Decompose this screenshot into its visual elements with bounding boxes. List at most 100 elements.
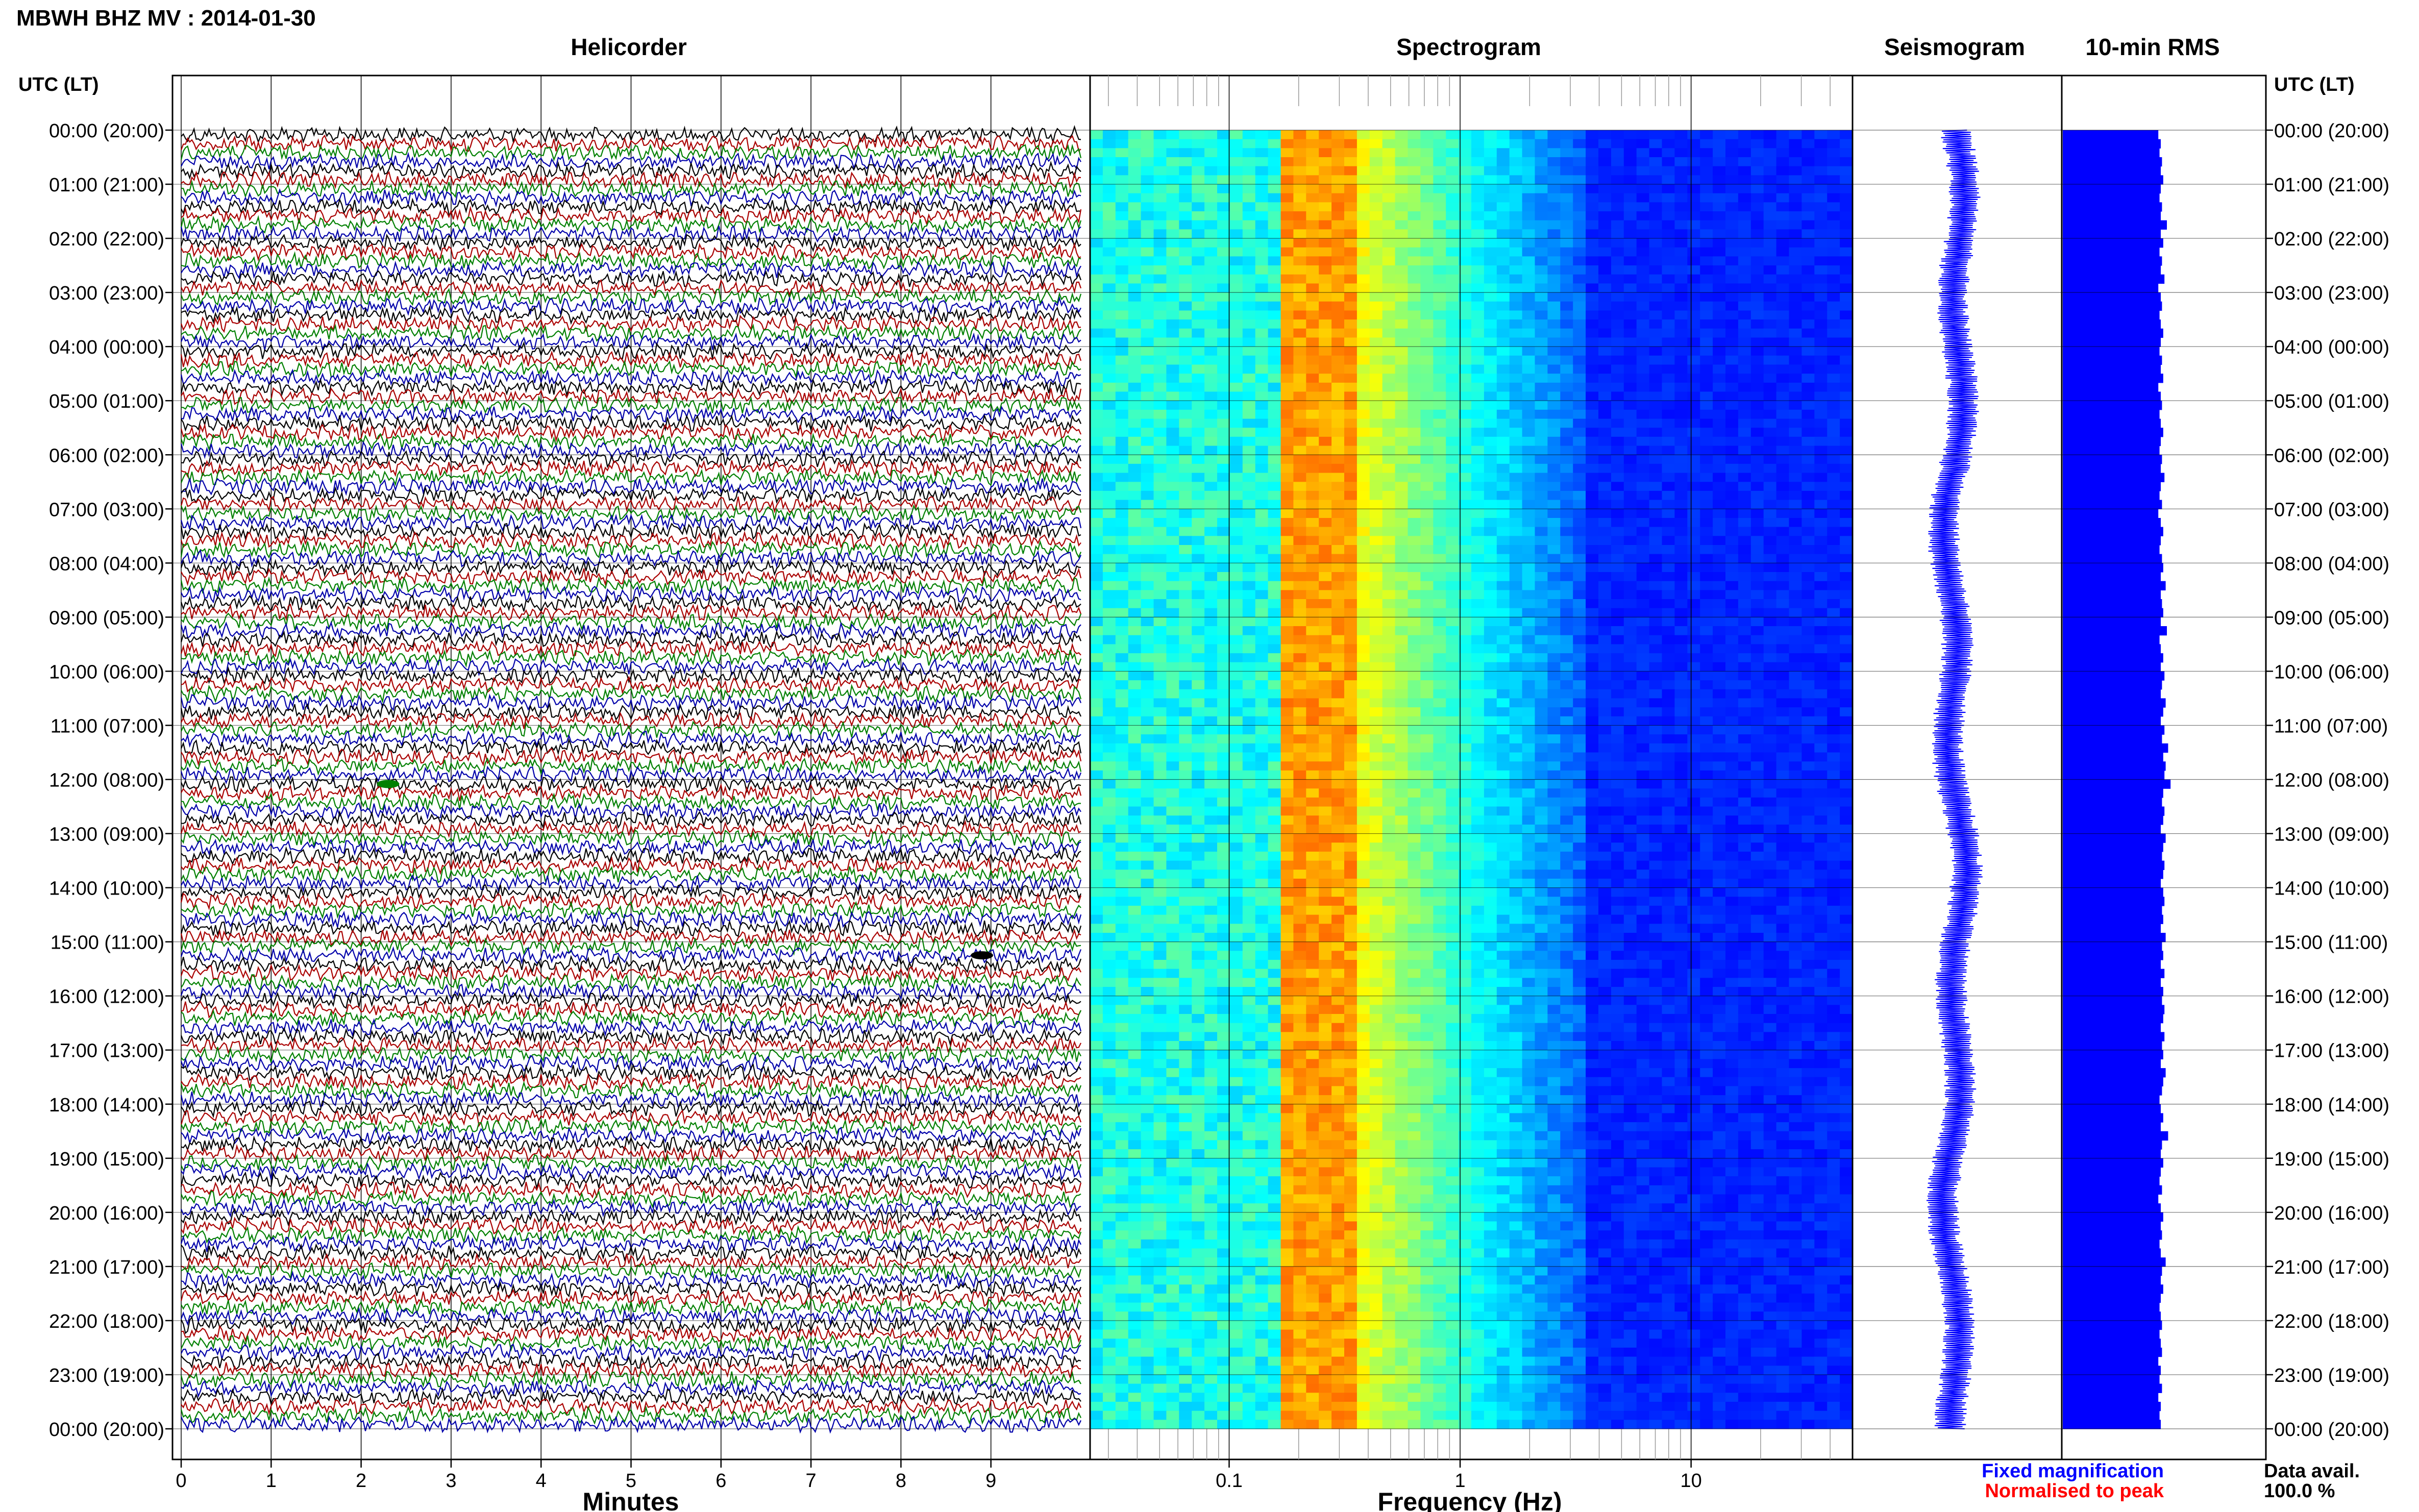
spectrogram-cell — [1356, 590, 1370, 600]
spectrogram-cell — [1192, 509, 1205, 518]
spectrogram-cell — [1369, 337, 1383, 347]
spectrogram-cell — [1547, 761, 1561, 771]
spectrogram-cell — [1484, 256, 1497, 266]
spectrogram-cell — [1153, 725, 1167, 735]
spectrogram-cell — [1408, 346, 1421, 356]
spectrogram-cell — [1636, 779, 1650, 789]
spectrogram-cell — [1827, 157, 1840, 167]
spectrogram-cell — [1166, 680, 1180, 690]
spectrogram-cell — [1229, 500, 1243, 509]
spectrogram-cell — [1433, 698, 1446, 708]
spectrogram-cell — [1649, 536, 1663, 546]
spectrogram-cell — [1522, 463, 1536, 474]
spectrogram-cell — [1700, 265, 1713, 275]
spectrogram-cell — [1408, 184, 1421, 194]
spectrogram-cell — [1166, 815, 1180, 825]
spectrogram-cell — [1636, 319, 1650, 329]
helicorder-trace — [180, 1198, 1081, 1218]
spectrogram-cell — [1674, 166, 1688, 176]
spectrogram-cell — [1713, 815, 1726, 825]
spectrogram-cell — [1674, 509, 1688, 518]
spectrogram-cell — [1623, 346, 1637, 356]
spectrogram-cell — [1649, 626, 1663, 636]
spectrogram-cell — [1750, 734, 1764, 744]
spectrogram-cell — [1166, 463, 1180, 474]
spectrogram-cell — [1153, 563, 1167, 573]
spectrogram-cell — [1471, 364, 1485, 374]
spectrogram-cell — [1738, 545, 1751, 555]
spectrogram-cell — [1522, 238, 1536, 248]
spectrogram-cell — [1586, 644, 1599, 654]
spectrogram-cell — [1369, 671, 1383, 681]
spectrogram-cell — [1814, 797, 1828, 807]
spectrogram-cell — [1700, 418, 1713, 428]
spectrogram-cell — [1649, 166, 1663, 176]
spectrogram-cell — [1649, 211, 1663, 221]
spectrogram-cell — [1763, 418, 1777, 428]
spectrogram-cell — [1496, 310, 1510, 320]
spectrogram-cell — [1395, 391, 1409, 401]
spectrogram-cell — [1776, 193, 1790, 203]
spectrogram-cell — [1662, 247, 1675, 257]
spectrogram-cell — [1115, 364, 1129, 374]
spectrogram-cell — [1750, 662, 1764, 672]
spectrogram-cell — [1509, 401, 1523, 410]
spectrogram-cell — [1192, 292, 1205, 302]
spectrogram-cell — [1344, 490, 1357, 501]
spectrogram-cell — [1217, 644, 1230, 654]
spectrogram-cell — [1344, 337, 1357, 347]
spectrogram-cell — [1395, 473, 1409, 482]
spectrogram-cell — [1090, 301, 1103, 311]
spectrogram-cell — [1814, 436, 1828, 447]
spectrogram-cell — [1827, 310, 1840, 320]
spectrogram-cell — [1636, 130, 1650, 140]
spectrogram-cell — [1268, 238, 1281, 248]
spectrogram-cell — [1242, 797, 1256, 807]
spectrogram-cell — [1204, 545, 1218, 555]
spectrogram-cell — [1153, 698, 1167, 708]
spectrogram-cell — [1204, 482, 1218, 491]
spectrogram-cell — [1484, 581, 1497, 590]
spectrogram-cell — [1369, 211, 1383, 221]
spectrogram-cell — [1471, 806, 1485, 816]
spectrogram-cell — [1204, 401, 1218, 410]
spectrogram-cell — [1331, 743, 1345, 753]
spectrogram-cell — [1560, 779, 1573, 789]
spectrogram-cell — [1623, 608, 1637, 617]
spectrogram-cell — [1763, 391, 1777, 401]
spectrogram-cell — [1789, 698, 1803, 708]
spectrogram-cell — [1687, 428, 1700, 437]
spectrogram-cell — [1750, 211, 1764, 221]
spectrogram-cell — [1484, 563, 1497, 573]
spectrogram-cell — [1153, 229, 1167, 239]
spectrogram-cell — [1586, 445, 1599, 455]
spectrogram-cell — [1408, 635, 1421, 645]
spectrogram-cell — [1192, 382, 1205, 392]
spectrogram-cell — [1344, 355, 1357, 365]
spectrogram-cell — [1725, 301, 1739, 311]
spectrogram-cell — [1395, 662, 1409, 672]
spectrogram-cell — [1420, 680, 1434, 690]
spectrogram-cell — [1738, 662, 1751, 672]
spectrogram-cell — [1115, 301, 1129, 311]
spectrogram-cell — [1369, 401, 1383, 410]
spectrogram-cell — [1509, 707, 1523, 717]
spectrogram-cell — [1471, 436, 1485, 447]
spectrogram-cell — [1496, 139, 1510, 148]
spectrogram-cell — [1840, 391, 1853, 401]
spectrogram-cell — [1522, 292, 1536, 302]
spectrogram-cell — [1293, 815, 1307, 825]
spectrogram-cell — [1192, 788, 1205, 798]
spectrogram-cell — [1319, 500, 1332, 509]
spectrogram-cell — [1408, 599, 1421, 609]
spectrogram-cell — [1535, 445, 1548, 455]
spectrogram-cell — [1623, 193, 1637, 203]
spectrogram-cell — [1840, 346, 1853, 356]
spectrogram-cell — [1522, 599, 1536, 609]
spectrogram-cell — [1725, 319, 1739, 329]
spectrogram-cell — [1535, 130, 1548, 140]
spectrogram-cell — [1713, 626, 1726, 636]
spectrogram-cell — [1674, 536, 1688, 546]
spectrogram-cell — [1229, 211, 1243, 221]
spectrogram-cell — [1789, 806, 1803, 816]
